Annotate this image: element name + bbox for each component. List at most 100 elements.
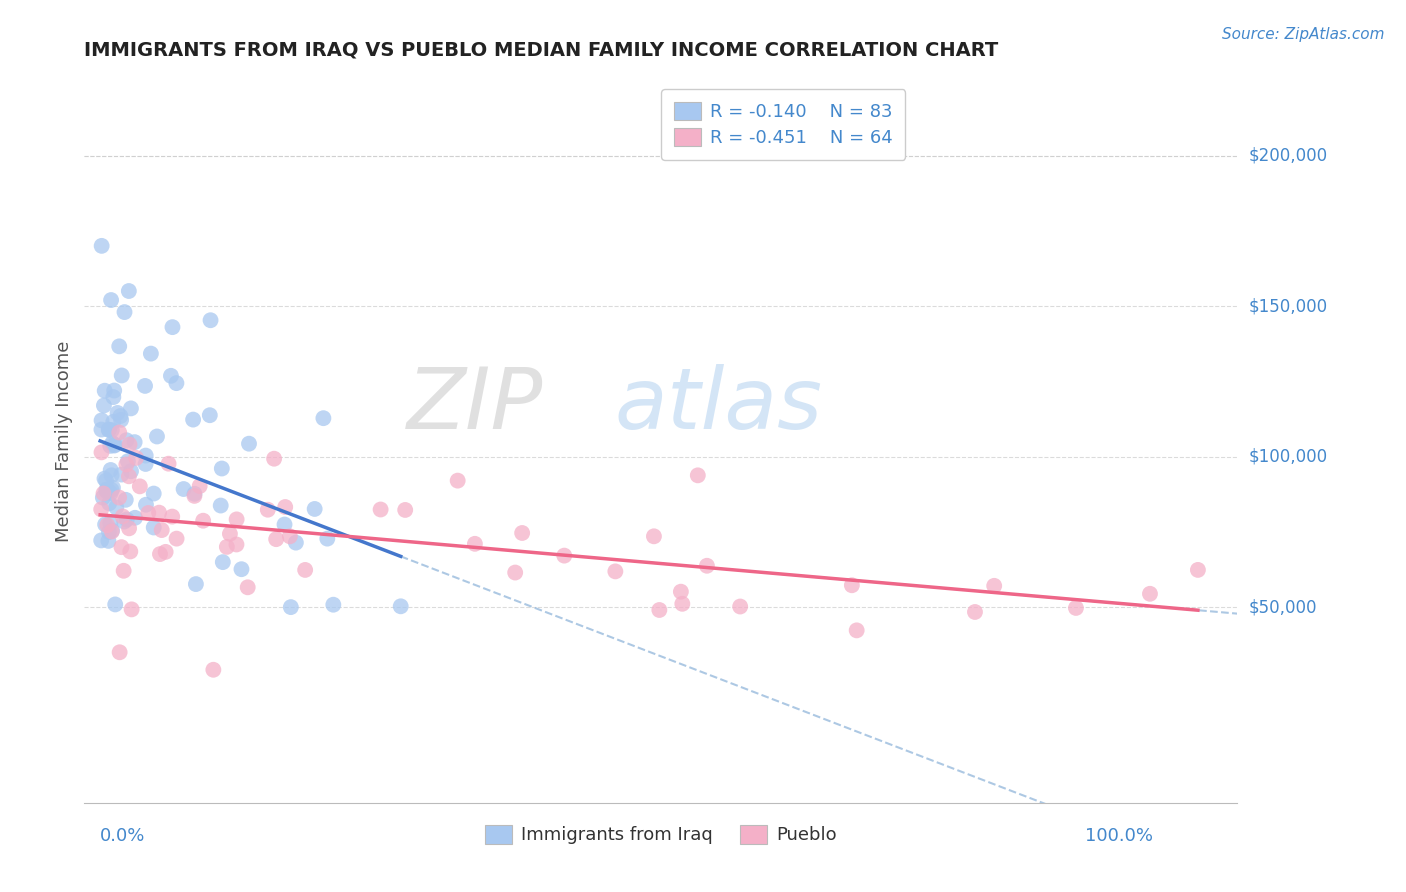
Point	[142, 486, 165, 500]
Point	[96, 518, 118, 533]
Point	[93, 384, 115, 398]
Point	[142, 520, 165, 534]
Point	[983, 579, 1005, 593]
Point	[370, 502, 392, 516]
Point	[98, 496, 121, 510]
Point	[200, 313, 222, 327]
Point	[135, 457, 157, 471]
Point	[264, 532, 287, 546]
Point	[157, 457, 180, 471]
Point	[211, 555, 233, 569]
Point	[225, 537, 247, 551]
Point	[648, 603, 671, 617]
Text: 0.0%: 0.0%	[100, 827, 146, 845]
Point	[284, 535, 307, 549]
Point	[160, 509, 183, 524]
Point	[117, 454, 139, 468]
Point	[198, 408, 221, 422]
Point	[108, 425, 131, 440]
Point	[148, 506, 170, 520]
Point	[845, 624, 868, 638]
Point	[160, 368, 183, 383]
Point	[135, 449, 157, 463]
Point	[202, 663, 225, 677]
Point	[149, 547, 172, 561]
Point	[94, 474, 117, 488]
Point	[696, 558, 718, 573]
Point	[389, 599, 412, 614]
Point	[104, 598, 127, 612]
Point	[111, 368, 134, 383]
Point	[643, 529, 665, 543]
Point	[110, 467, 132, 482]
Point	[263, 451, 285, 466]
Point	[211, 461, 233, 475]
Point	[103, 384, 125, 398]
Point	[118, 437, 141, 451]
Point	[101, 423, 124, 437]
Point	[155, 545, 177, 559]
Point	[104, 438, 127, 452]
Point	[118, 284, 141, 298]
Point	[115, 458, 138, 472]
Point	[605, 565, 627, 579]
Point	[103, 390, 125, 404]
Point	[304, 502, 326, 516]
Point	[94, 517, 117, 532]
Point	[136, 506, 159, 520]
Point	[1064, 601, 1087, 615]
Point	[98, 516, 121, 530]
Point	[93, 399, 115, 413]
Point	[114, 492, 136, 507]
Y-axis label: Median Family Income: Median Family Income	[55, 341, 73, 542]
Point	[121, 602, 143, 616]
Point	[181, 412, 204, 426]
Point	[97, 423, 120, 437]
Point	[100, 293, 122, 307]
Point	[96, 484, 118, 499]
Point	[100, 463, 122, 477]
Point	[110, 540, 132, 554]
Point	[100, 486, 122, 500]
Point	[165, 376, 187, 391]
Point	[90, 239, 112, 253]
Point	[219, 526, 242, 541]
Point	[669, 584, 692, 599]
Point	[107, 406, 129, 420]
Point	[553, 549, 575, 563]
Point	[188, 479, 211, 493]
Point	[139, 346, 162, 360]
Point	[105, 500, 128, 515]
Point	[183, 487, 205, 501]
Point	[101, 524, 124, 538]
Point	[108, 491, 131, 505]
Point	[166, 532, 188, 546]
Point	[135, 498, 157, 512]
Point	[280, 600, 302, 615]
Point	[231, 562, 253, 576]
Point	[278, 529, 301, 543]
Point	[173, 482, 195, 496]
Point	[115, 512, 138, 526]
Point	[110, 409, 132, 423]
Point	[115, 434, 138, 448]
Point	[447, 474, 470, 488]
Point	[100, 468, 122, 483]
Point	[112, 515, 135, 529]
Point	[91, 491, 114, 505]
Text: $100,000: $100,000	[1249, 448, 1327, 466]
Point	[120, 544, 142, 558]
Point	[125, 450, 148, 465]
Text: 100.0%: 100.0%	[1085, 827, 1153, 845]
Text: atlas: atlas	[614, 364, 823, 447]
Point	[150, 523, 173, 537]
Point	[728, 599, 751, 614]
Point	[93, 472, 115, 486]
Point	[294, 563, 316, 577]
Point	[118, 521, 141, 535]
Point	[90, 413, 112, 427]
Point	[120, 401, 142, 416]
Point	[273, 517, 295, 532]
Point	[98, 439, 121, 453]
Point	[236, 580, 259, 594]
